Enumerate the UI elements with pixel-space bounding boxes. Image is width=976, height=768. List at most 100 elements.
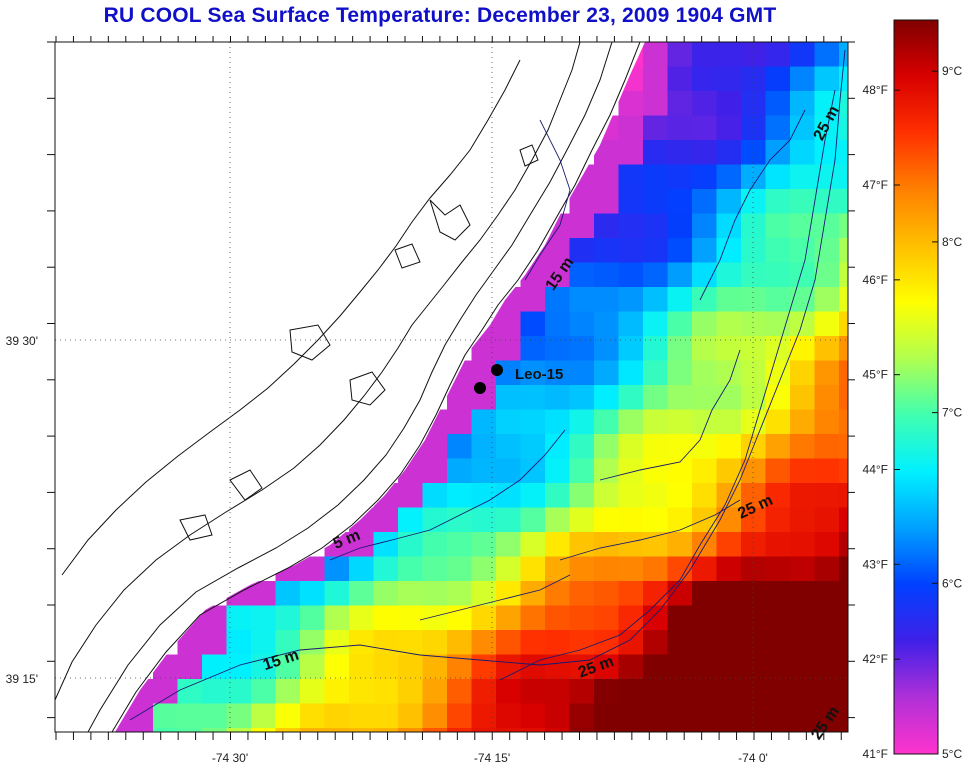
sst-cell: [569, 654, 595, 680]
sst-cell: [814, 66, 840, 92]
sst-cell: [839, 728, 848, 732]
sst-cell: [202, 679, 228, 705]
sst-cell: [618, 532, 644, 558]
sst-cell: [814, 262, 840, 288]
sst-cell: [520, 532, 546, 558]
sst-cell: [790, 409, 816, 435]
sst-cell: [667, 630, 693, 656]
sst-cell: [667, 66, 693, 92]
sst-cell: [594, 164, 620, 190]
sst-cell: [814, 164, 840, 190]
sst-cell: [765, 630, 791, 656]
sst-cell: [471, 728, 497, 732]
coastline: [55, 42, 641, 732]
sst-cell: [790, 262, 816, 288]
sst-cell: [373, 532, 399, 558]
sst-cell: [545, 434, 571, 460]
sst-cell: [643, 507, 669, 533]
y-tick-label-1: 39 30': [6, 334, 38, 348]
sst-cell: [618, 115, 644, 141]
sst-cell: [741, 556, 767, 582]
sst-cell: [569, 434, 595, 460]
sst-cell: [373, 703, 399, 729]
sst-cell: [692, 140, 718, 166]
sst-cell: [447, 556, 473, 582]
sst-cell: [471, 458, 497, 484]
sst-cell: [618, 262, 644, 288]
sst-cell: [643, 409, 669, 435]
sst-cell: [741, 605, 767, 631]
sst-cell: [569, 728, 595, 732]
sst-cell: [349, 654, 375, 680]
sst-cell: [569, 189, 595, 215]
sst-cell: [349, 581, 375, 607]
sst-cell: [667, 434, 693, 460]
sst-cell: [643, 262, 669, 288]
station-marker-inshore[interactable]: [474, 382, 486, 394]
sst-cell: [545, 507, 571, 533]
sst-cell: [618, 434, 644, 460]
sst-cell: [104, 728, 130, 732]
sst-cell: [422, 483, 448, 509]
sst-cell: [839, 434, 848, 460]
sst-cell: [569, 605, 595, 631]
sst-cell: [324, 630, 350, 656]
sst-cell: [741, 189, 767, 215]
sst-cell: [692, 532, 718, 558]
sst-cell: [471, 483, 497, 509]
sst-cell: [667, 262, 693, 288]
sst-cell: [716, 409, 742, 435]
sst-cell: [545, 458, 571, 484]
sst-cell: [643, 483, 669, 509]
sst-cell: [520, 679, 546, 705]
sst-cell: [692, 311, 718, 337]
sst-cell: [373, 507, 399, 533]
sst-cell: [814, 360, 840, 386]
sst-cell: [765, 605, 791, 631]
sst-cell: [447, 532, 473, 558]
sst-cell: [349, 728, 375, 732]
sst-cell: [447, 703, 473, 729]
sst-cell: [520, 483, 546, 509]
sst-cell: [643, 164, 669, 190]
sst-cell: [667, 458, 693, 484]
sst-cell: [790, 703, 816, 729]
sst-cell: [839, 581, 848, 607]
sst-cell: [839, 311, 848, 337]
sst-cell: [814, 409, 840, 435]
sst-cell: [741, 532, 767, 558]
sst-cell: [618, 728, 644, 732]
sst-cell: [594, 703, 620, 729]
sst-cell: [716, 91, 742, 117]
sst-cell: [839, 483, 848, 509]
sst-cell: [520, 287, 546, 313]
sst-cell: [716, 679, 742, 705]
sst-cell: [765, 581, 791, 607]
sst-cell: [594, 507, 620, 533]
sst-cell: [790, 213, 816, 239]
sst-cell: [814, 213, 840, 239]
sst-cell: [667, 164, 693, 190]
sst-cell: [692, 115, 718, 141]
sst-cell: [643, 630, 669, 656]
sst-cell: [790, 238, 816, 264]
sst-cell: [349, 630, 375, 656]
sst-cell: [667, 483, 693, 509]
sst-cell: [422, 581, 448, 607]
sst-cell: [741, 385, 767, 411]
sst-cell: [692, 238, 718, 264]
sst-cell: [618, 458, 644, 484]
sst-cell: [618, 140, 644, 166]
station-marker-offshore[interactable]: [491, 364, 503, 376]
sst-cell: [716, 164, 742, 190]
sst-cell: [128, 728, 154, 732]
sst-cell: [324, 556, 350, 582]
sst-cell: [741, 262, 767, 288]
sst-cell: [716, 532, 742, 558]
sst-cell: [790, 483, 816, 509]
sst-cell: [765, 360, 791, 386]
sst-cell: [716, 556, 742, 582]
sst-cell: [716, 630, 742, 656]
sst-cell: [790, 679, 816, 705]
